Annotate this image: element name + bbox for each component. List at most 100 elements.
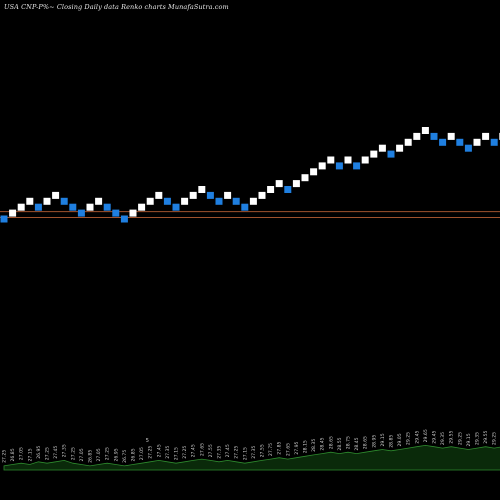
volume-label: 29.45 [414,430,420,443]
volume-label: 28.15 [303,440,309,453]
volume-label: 27.15 [242,447,248,460]
volume-label: 28.65 [328,436,334,449]
volume-label: 27.75 [268,443,274,456]
volume-label: 27.25 [105,447,111,460]
renko-brick-up [181,197,189,205]
renko-brick-up [473,138,481,146]
renko-brick-up [249,197,257,205]
renko-brick-up [146,197,154,205]
renko-brick-down [464,144,472,152]
volume-label: 29.55 [449,430,455,443]
volume-label: 27.35 [62,444,68,457]
volume-label: 27.05 [19,447,25,460]
renko-brick-up [43,197,51,205]
renko-brick-up [26,197,34,205]
renko-brick-down [353,162,361,170]
volume-label: 27.95 [294,441,300,454]
renko-brick-down [120,215,128,223]
volume-label: 27.55 [260,444,266,457]
volume-label: 29.15 [380,433,386,446]
volume-label: 29.25 [492,432,498,445]
volume-label: 29.45 [432,430,438,443]
volume-label: 27.45 [225,444,231,457]
renko-brick-up [310,168,318,176]
renko-brick-up [95,197,103,205]
renko-brick-down [112,209,120,217]
volume-marker: 5 [146,438,149,444]
volume-label: 27.25 [182,446,188,459]
renko-brick-up [318,162,326,170]
volume-label: 27.35 [217,446,223,459]
renko-brick-up [447,132,455,140]
volume-label: 27.85 [277,441,283,454]
volume-label: 26.85 [10,448,16,461]
renko-brick-down [206,191,214,199]
renko-bricks [0,127,500,223]
chart-title: USA CNP-P%~ Closing Daily data Renko cha… [4,3,229,11]
renko-brick-down [215,197,223,205]
renko-brick-down [430,132,438,140]
renko-brick-up [327,156,335,164]
volume-label: 27.05 [139,447,145,460]
volume-label: 28.45 [354,437,360,450]
renko-brick-down [439,138,447,146]
renko-brick-up [404,138,412,146]
volume-label: 26.85 [88,450,94,463]
price-lines [0,211,500,218]
volume-label: 26.85 [131,448,137,461]
renko-brick-down [232,197,240,205]
renko-brick-down [241,203,249,211]
volume-label: 27.45 [53,446,59,459]
volume-label: 29.05 [397,433,403,446]
volume-label: 27.35 [251,446,257,459]
volume-label: 28.75 [346,436,352,449]
renko-brick-down [60,197,68,205]
renko-brick-down [456,138,464,146]
renko-brick-down [0,215,8,223]
volume-label: 29.25 [457,432,463,445]
volume-label: 28.45 [320,437,326,450]
volume-label: 27.55 [208,444,214,457]
renko-brick-up [9,209,17,217]
volume-label: 29.15 [466,433,472,446]
volume-panel: 27.25 26.85 27.05 27.15 26.95 27.25 27.45 27.35… [2,429,500,471]
renko-brick-up [86,203,94,211]
renko-brick-down [490,138,498,146]
renko-brick-down [172,203,180,211]
renko-brick-up [17,203,25,211]
renko-brick-down [387,150,395,158]
volume-label: 27.65 [285,443,291,456]
renko-brick-down [284,186,292,193]
renko-brick-up [378,144,386,152]
volume-label: 29.55 [483,430,489,443]
volume-label: 27.25 [70,447,76,460]
renko-brick-up [292,180,300,188]
volume-label: 28.85 [389,435,395,448]
volume-label: 28.35 [311,439,317,452]
renko-brick-up [198,186,206,193]
renko-brick-up [138,203,146,211]
volume-label: 27.15 [27,448,33,461]
volume-label: 26.95 [113,448,119,461]
volume-label: 28.65 [363,436,369,449]
volume-label: 27.05 [96,448,102,461]
renko-brick-down [335,162,343,170]
renko-brick-down [103,203,111,211]
volume-label: 26.75 [122,450,128,463]
renko-brick-up [189,191,197,199]
renko-brick-up [370,150,378,158]
renko-brick-up [258,191,266,199]
renko-brick-down [77,209,85,217]
renko-brick-up [344,156,352,164]
renko-brick-up [52,191,60,199]
volume-label: 26.95 [36,446,42,459]
volume-label: 27.25 [234,446,240,459]
renko-brick-up [396,144,404,152]
renko-brick-down [69,203,77,211]
renko-brick-up [413,132,421,140]
volume-label: 27.05 [79,448,85,461]
renko-brick-up [224,191,232,199]
renko-brick-down [34,203,42,211]
